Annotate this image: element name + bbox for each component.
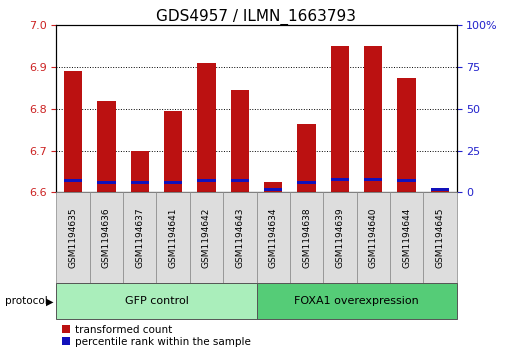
Bar bbox=[431, 188, 449, 191]
Bar bbox=[131, 151, 149, 192]
Text: FOXA1 overexpression: FOXA1 overexpression bbox=[294, 296, 419, 306]
Bar bbox=[256, 192, 290, 283]
Text: protocol: protocol bbox=[5, 296, 48, 306]
Bar bbox=[64, 179, 82, 182]
Text: GSM1194643: GSM1194643 bbox=[235, 208, 244, 268]
Text: GSM1194637: GSM1194637 bbox=[135, 207, 144, 268]
Text: GSM1194642: GSM1194642 bbox=[202, 208, 211, 268]
Bar bbox=[56, 283, 256, 319]
Bar bbox=[56, 192, 90, 283]
Bar bbox=[323, 192, 357, 283]
Text: GSM1194641: GSM1194641 bbox=[169, 208, 177, 268]
Bar bbox=[331, 46, 349, 192]
Bar bbox=[164, 181, 182, 184]
Bar bbox=[90, 192, 123, 283]
Text: GSM1194639: GSM1194639 bbox=[336, 207, 344, 268]
Bar bbox=[231, 179, 249, 182]
Bar bbox=[190, 192, 223, 283]
Bar bbox=[223, 192, 256, 283]
Bar bbox=[331, 178, 349, 181]
Bar bbox=[298, 123, 315, 192]
Bar bbox=[97, 181, 115, 184]
Bar bbox=[64, 71, 82, 192]
Bar bbox=[423, 192, 457, 283]
Bar bbox=[431, 190, 449, 192]
Text: GSM1194644: GSM1194644 bbox=[402, 208, 411, 268]
Text: ▶: ▶ bbox=[46, 296, 54, 306]
Bar bbox=[364, 178, 382, 181]
Text: GSM1194638: GSM1194638 bbox=[302, 207, 311, 268]
Bar bbox=[198, 179, 215, 182]
Bar bbox=[298, 181, 315, 184]
Bar bbox=[256, 283, 457, 319]
Bar bbox=[198, 63, 215, 192]
Bar bbox=[264, 182, 282, 192]
Bar bbox=[123, 192, 156, 283]
Text: GSM1194634: GSM1194634 bbox=[269, 208, 278, 268]
Bar bbox=[231, 90, 249, 192]
Text: GFP control: GFP control bbox=[125, 296, 188, 306]
Bar bbox=[364, 46, 382, 192]
Bar bbox=[398, 78, 416, 192]
Bar bbox=[164, 111, 182, 192]
Text: GSM1194645: GSM1194645 bbox=[436, 208, 444, 268]
Bar bbox=[357, 192, 390, 283]
Legend: transformed count, percentile rank within the sample: transformed count, percentile rank withi… bbox=[62, 325, 251, 347]
Bar bbox=[97, 101, 115, 192]
Bar bbox=[390, 192, 423, 283]
Text: GSM1194636: GSM1194636 bbox=[102, 207, 111, 268]
Bar bbox=[264, 188, 282, 191]
Bar bbox=[156, 192, 190, 283]
Bar bbox=[398, 179, 416, 182]
Text: GDS4957 / ILMN_1663793: GDS4957 / ILMN_1663793 bbox=[156, 9, 357, 25]
Text: GSM1194640: GSM1194640 bbox=[369, 208, 378, 268]
Text: GSM1194635: GSM1194635 bbox=[69, 207, 77, 268]
Bar bbox=[131, 181, 149, 184]
Bar bbox=[290, 192, 323, 283]
